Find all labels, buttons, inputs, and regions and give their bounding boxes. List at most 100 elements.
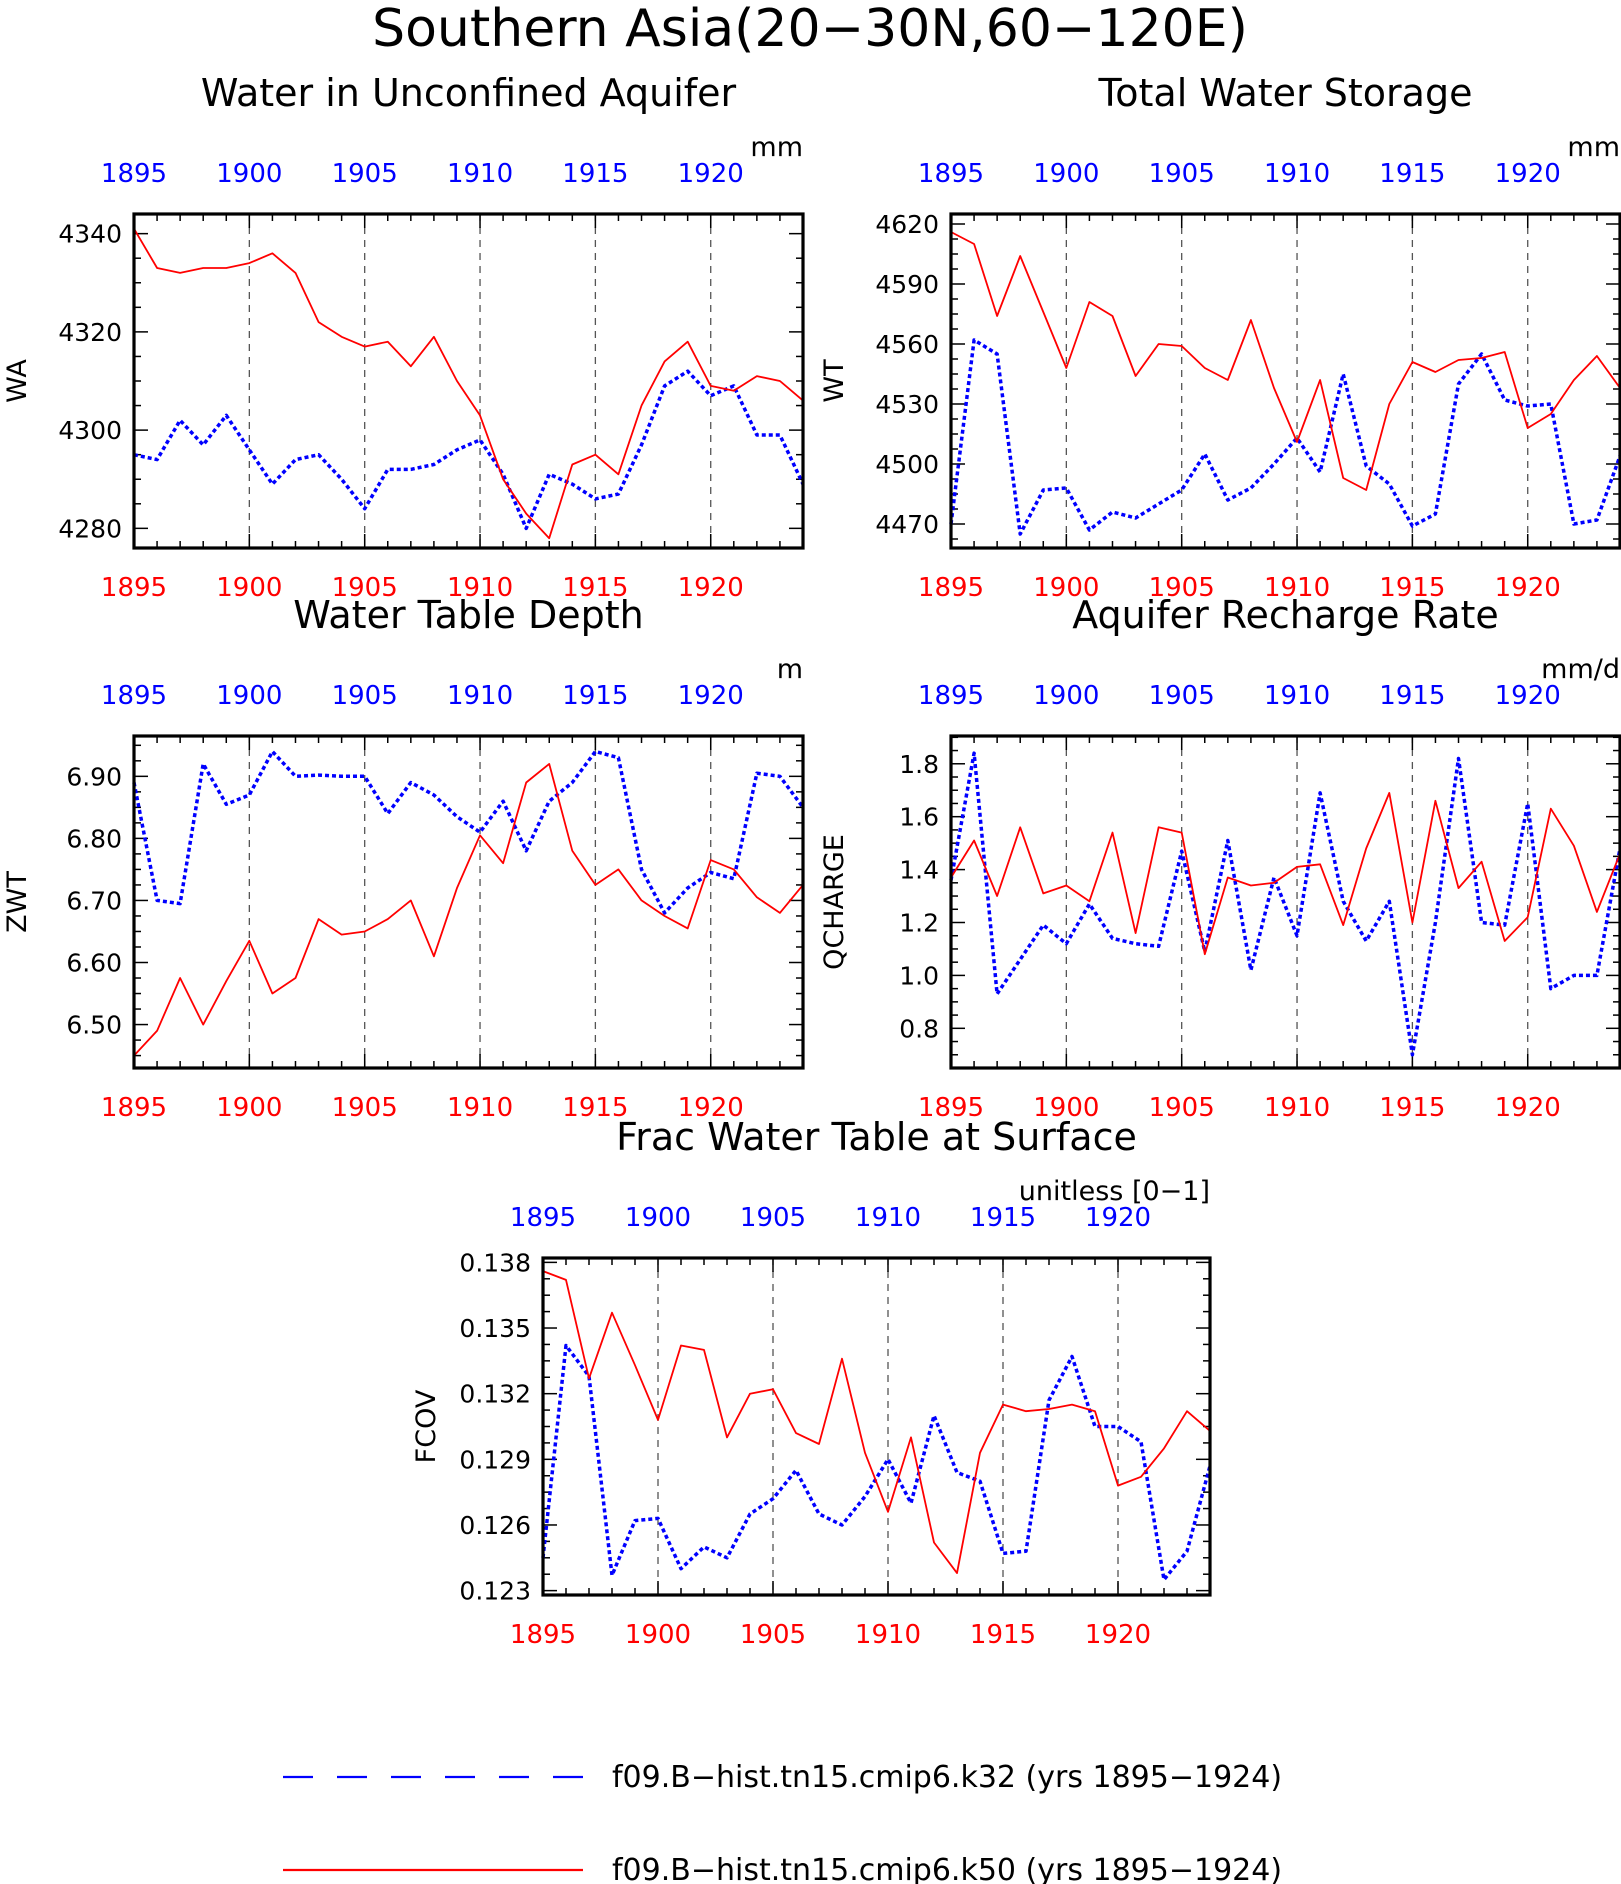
panel-aquifer-recharge-rate: Aquifer Recharge Rate mm/d QCHARGE 0.8 1.0 1.… (819, 593, 1621, 1123)
figure-title: Southern Asia(20−30N,60−120E) (372, 0, 1248, 59)
y-tick-label: 4500 (875, 450, 939, 479)
x-tick-label-bottom: 1900 (1033, 573, 1099, 603)
panel-frac-water-table-at-surface: Frac Water Table at Surface unitless [0−1… (411, 1115, 1212, 1650)
units-label: m (777, 654, 803, 685)
x-tick-label-top: 1905 (332, 159, 398, 189)
y-tick-label: 4280 (58, 514, 122, 543)
y-tick-label: 4470 (875, 510, 939, 539)
series-line-k32 (949, 338, 1621, 536)
x-tick-label-top: 1905 (332, 681, 398, 711)
x-tick-label-top: 1900 (216, 159, 282, 189)
x-tick-label-bottom: 1920 (1495, 573, 1561, 603)
x-tick-label-top: 1910 (1264, 681, 1330, 711)
x-tick-label-top: 1910 (855, 1203, 921, 1233)
x-tick-label-top: 1905 (740, 1203, 806, 1233)
y-axis-label: FCOV (411, 1389, 442, 1463)
panel-title: Frac Water Table at Surface (616, 1115, 1137, 1159)
panel-total-water-storage: Total Water Storage mm WT 4470 4500 4530 4560 4… (819, 71, 1621, 603)
x-tick-label-top: 1900 (625, 1203, 691, 1233)
x-tick-label-bottom: 1920 (678, 573, 744, 603)
x-tick-label-top: 1900 (1033, 159, 1099, 189)
x-tick-label-bottom: 1895 (101, 1093, 167, 1123)
x-tick-label-top: 1905 (1149, 681, 1215, 711)
x-tick-label-bottom: 1895 (918, 1093, 984, 1123)
x-tick-label-bottom: 1915 (562, 573, 628, 603)
y-tick-label: 6.50 (66, 1011, 122, 1040)
plot-frame (949, 212, 1621, 550)
plot-frame (132, 212, 805, 550)
x-tick-label-bottom: 1920 (678, 1093, 744, 1123)
panels-group: Water in Unconfined Aquifer mm WA 4280 4300 4… (2, 71, 1621, 1650)
x-tick-label-bottom: 1895 (510, 1620, 576, 1650)
x-tick-label-bottom: 1900 (216, 1093, 282, 1123)
x-tick-label-bottom: 1915 (1379, 1093, 1445, 1123)
units-label: mm (750, 132, 803, 163)
x-tick-label-top: 1915 (562, 681, 628, 711)
y-tick-label: 6.90 (66, 762, 122, 791)
legend-label: f09.B−hist.tn15.cmip6.k50 (yrs 1895−1924… (612, 1853, 1282, 1884)
units-label: unitless [0−1] (1019, 1176, 1210, 1207)
y-tick-label: 6.60 (66, 949, 122, 978)
x-tick-label-top: 1895 (918, 681, 984, 711)
x-tick-label-top: 1895 (918, 159, 984, 189)
x-tick-label-bottom: 1900 (1033, 1093, 1099, 1123)
y-tick-label: 4620 (875, 210, 939, 239)
x-tick-label-bottom: 1905 (1149, 1093, 1215, 1123)
series-line-k32 (949, 751, 1621, 1057)
x-tick-label-top: 1910 (1264, 159, 1330, 189)
series-line-k50 (950, 792, 1621, 956)
x-tick-label-bottom: 1915 (970, 1620, 1036, 1650)
x-tick-label-bottom: 1905 (332, 573, 398, 603)
x-tick-label-bottom: 1915 (562, 1093, 628, 1123)
y-tick-label: 6.80 (66, 824, 122, 853)
y-tick-label: 0.123 (459, 1577, 531, 1606)
x-tick-label-top: 1910 (447, 681, 513, 711)
y-tick-label: 4590 (875, 270, 939, 299)
y-tick-label: 4300 (58, 416, 122, 445)
y-tick-label: 1.0 (899, 961, 939, 990)
x-tick-label-bottom: 1920 (1495, 1093, 1561, 1123)
y-tick-label: 1.4 (899, 856, 939, 885)
panel-title: Aquifer Recharge Rate (1072, 593, 1499, 637)
y-tick-label: 0.132 (459, 1380, 531, 1409)
series-line-k50 (950, 231, 1621, 491)
y-tick-label: 4340 (58, 220, 122, 249)
y-tick-label: 4530 (875, 390, 939, 419)
y-tick-label: 4560 (875, 330, 939, 359)
x-tick-label-top: 1915 (562, 159, 628, 189)
series-line-k32 (133, 369, 805, 531)
x-tick-label-top: 1920 (1495, 681, 1561, 711)
y-tick-label: 4320 (58, 318, 122, 347)
x-tick-label-bottom: 1905 (332, 1093, 398, 1123)
panel-water-table-depth: Water Table Depth m ZWT 6.50 6.60 6.70 6.80 6.9… (2, 593, 805, 1123)
series-line-k50 (133, 763, 804, 1057)
x-tick-label-top: 1900 (1033, 681, 1099, 711)
x-tick-label-top: 1920 (678, 159, 744, 189)
x-tick-label-bottom: 1910 (447, 1093, 513, 1123)
x-tick-label-bottom: 1895 (101, 573, 167, 603)
x-tick-label-top: 1910 (447, 159, 513, 189)
x-tick-label-top: 1905 (1149, 159, 1215, 189)
x-tick-label-bottom: 1910 (855, 1620, 921, 1650)
y-tick-label: 0.8 (899, 1014, 939, 1043)
units-label: mm (1567, 132, 1620, 163)
panel-water-in-unconfined-aquifer: Water in Unconfined Aquifer mm WA 4280 4300 4… (2, 71, 805, 603)
y-tick-label: 0.129 (459, 1445, 531, 1474)
x-tick-label-bottom: 1910 (447, 573, 513, 603)
y-axis-label: ZWT (2, 871, 33, 933)
y-axis-label: WT (819, 359, 850, 403)
plot-frame (949, 734, 1621, 1070)
x-tick-label-bottom: 1910 (1264, 573, 1330, 603)
x-tick-label-bottom: 1900 (216, 573, 282, 603)
panel-title: Water Table Depth (293, 593, 644, 637)
panel-title: Water in Unconfined Aquifer (201, 71, 737, 115)
x-tick-label-bottom: 1895 (918, 573, 984, 603)
y-axis-label: WA (2, 359, 33, 403)
x-tick-label-top: 1895 (101, 681, 167, 711)
series-line-k50 (133, 228, 804, 540)
x-tick-label-top: 1920 (1085, 1203, 1151, 1233)
x-tick-label-top: 1895 (101, 159, 167, 189)
x-tick-label-bottom: 1900 (625, 1620, 691, 1650)
x-tick-label-top: 1900 (216, 681, 282, 711)
